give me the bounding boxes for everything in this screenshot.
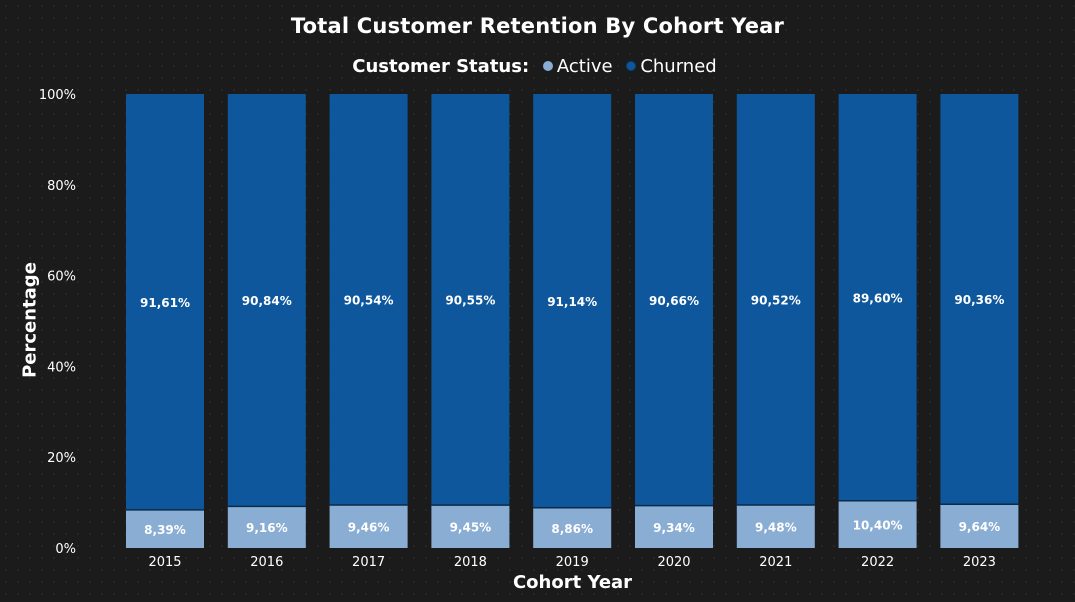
y-tick-label: 40%: [47, 360, 76, 375]
legend-item-churned[interactable]: Churned: [626, 56, 722, 77]
legend-dot-active-icon: [542, 61, 553, 71]
bar-segment-active[interactable]: [736, 504, 815, 548]
bar-segment-active[interactable]: [227, 506, 306, 548]
bar-segment-churned[interactable]: [431, 94, 510, 506]
y-tick-label: 60%: [47, 270, 76, 285]
y-tick-label: 100%: [39, 88, 76, 103]
bar-segment-active[interactable]: [533, 507, 612, 548]
bar-segment-churned[interactable]: [736, 94, 815, 505]
bar-segment-active[interactable]: [838, 500, 917, 548]
x-tick-label: 2020: [657, 555, 690, 570]
data-label-churned: 90,36%: [954, 293, 1004, 307]
x-tick-label: 2019: [556, 555, 589, 570]
x-tick-label: 2017: [352, 555, 385, 570]
x-tick-label: 2018: [454, 555, 487, 570]
data-label-active: 9,45%: [450, 521, 492, 535]
data-label-active: 9,48%: [755, 520, 797, 534]
bar-segment-active[interactable]: [940, 504, 1019, 548]
x-axis-label: Cohort Year: [512, 572, 633, 593]
bar-segment-active[interactable]: [126, 509, 204, 548]
legend-label-churned: Churned: [640, 56, 717, 77]
data-label-active: 9,46%: [348, 521, 390, 535]
data-label-churned: 90,52%: [751, 293, 801, 307]
chart-title: Total Customer Retention By Cohort Year: [290, 14, 785, 38]
x-tick-label: 2022: [861, 555, 894, 570]
data-label-churned: 91,14%: [547, 295, 597, 309]
x-tick-label: 2021: [759, 555, 792, 570]
data-label-active: 8,39%: [144, 523, 186, 537]
data-label-active: 9,64%: [959, 520, 1001, 534]
data-label-active: 9,16%: [246, 521, 288, 535]
legend-item-active[interactable]: Active: [542, 56, 619, 77]
bar-segment-active[interactable]: [329, 505, 408, 548]
bar-segment-active[interactable]: [431, 505, 510, 548]
x-tick-label: 2015: [148, 555, 181, 570]
data-label-churned: 90,54%: [344, 294, 394, 308]
legend: Customer Status: Active Churned: [0, 56, 1075, 77]
bar-segment-active[interactable]: [635, 505, 713, 548]
bar-segment-churned[interactable]: [227, 94, 306, 507]
y-tick-label: 80%: [47, 179, 76, 194]
legend-dot-churned-icon: [626, 61, 637, 71]
data-label-active: 9,34%: [653, 521, 695, 535]
data-label-churned: 90,55%: [445, 294, 495, 308]
bar-segment-churned[interactable]: [838, 94, 917, 501]
x-tick-label: 2016: [250, 555, 283, 570]
y-tick-label: 0%: [55, 542, 76, 557]
bar-segment-churned[interactable]: [533, 94, 612, 508]
bar-segment-churned[interactable]: [635, 94, 713, 506]
bar-segment-churned[interactable]: [940, 94, 1019, 505]
legend-title: Customer Status:: [352, 56, 530, 77]
data-label-churned: 89,60%: [853, 291, 903, 305]
y-tick-label: 20%: [47, 451, 76, 466]
bar-segment-churned[interactable]: [126, 94, 204, 510]
data-label-churned: 90,84%: [242, 294, 292, 308]
legend-label-active: Active: [556, 56, 613, 77]
data-label-churned: 90,66%: [649, 294, 699, 308]
data-label-active: 10,40%: [853, 518, 903, 532]
data-label-active: 8,86%: [551, 522, 593, 536]
data-label-churned: 91,61%: [140, 296, 190, 310]
bar-segment-churned[interactable]: [329, 94, 408, 506]
x-tick-label: 2023: [963, 555, 996, 570]
